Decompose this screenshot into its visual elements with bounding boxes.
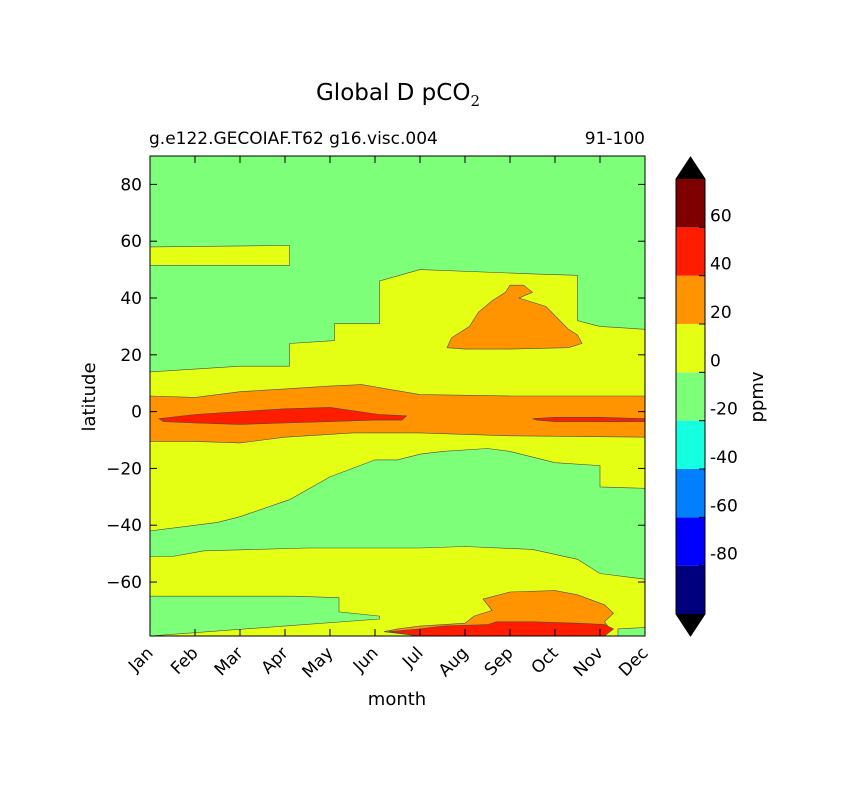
region-nh-60N xyxy=(149,245,290,266)
colorbar-outline xyxy=(675,156,706,637)
colorbar-tick-label: 60 xyxy=(710,206,732,226)
colorbar-segment xyxy=(676,372,705,421)
x-axis-label: month xyxy=(368,689,426,710)
colorbar-segment xyxy=(676,469,705,518)
subtitle-left: g.e122.GECOIAF.T62 g16.visc.004 xyxy=(149,129,438,149)
y-tick-label: 80 xyxy=(120,175,142,195)
colorbar-extend-low xyxy=(676,614,705,636)
y-tick-label: 40 xyxy=(120,289,142,309)
region-eq-core-east xyxy=(532,416,646,422)
colorbar-tick-label: -40 xyxy=(710,448,738,468)
colorbar-tick-label: 40 xyxy=(710,255,732,275)
colorbar-segment xyxy=(676,565,705,614)
x-tick-label: Jul xyxy=(398,643,427,672)
x-tick-label: Aug xyxy=(435,643,473,681)
x-tick-label: Jan xyxy=(124,643,157,676)
x-tick-label: Feb xyxy=(167,643,202,678)
colorbar-segment xyxy=(676,179,705,228)
x-tick-label: Dec xyxy=(615,643,652,680)
colorbar-tick-label: 0 xyxy=(710,351,721,371)
y-tick-label: 60 xyxy=(120,232,142,252)
y-tick-label: 20 xyxy=(120,346,142,366)
contour-plot xyxy=(149,156,646,637)
subtitle-right: 91-100 xyxy=(585,129,645,149)
x-tick-label: Mar xyxy=(211,643,248,680)
region-sh-low xyxy=(149,595,380,637)
chart-title: Global D pCO2 xyxy=(316,80,480,110)
x-tick-label: May xyxy=(299,643,338,682)
colorbar-tick-label: -20 xyxy=(710,400,738,420)
y-tick-label: −40 xyxy=(106,516,142,536)
x-tick-label: Nov xyxy=(570,643,608,681)
x-tick-label: Jun xyxy=(349,643,383,677)
region-sh-bottom xyxy=(617,627,646,637)
colorbar-segment xyxy=(676,420,705,469)
colorbar-segment xyxy=(676,275,705,324)
y-tick-label: 0 xyxy=(131,403,142,423)
colorbar-label: ppmv xyxy=(747,371,768,422)
region-nh-blob xyxy=(446,284,583,350)
colorbar-segment xyxy=(676,517,705,566)
region-eq-core-west xyxy=(158,407,408,425)
y-axis-label: latitude xyxy=(79,362,100,431)
x-tick-label: Apr xyxy=(258,643,293,678)
colorbar-segment xyxy=(676,227,705,276)
y-tick-label: −60 xyxy=(106,573,142,593)
colorbar-tick-label: -60 xyxy=(710,496,738,516)
colorbar: 60 40 20 0 -20 -40 -60 -80 xyxy=(675,156,738,637)
x-tick-label: Sep xyxy=(481,643,518,680)
colorbar-extend-high xyxy=(676,157,705,179)
y-tick-label: −20 xyxy=(106,459,142,479)
plot-frame xyxy=(149,155,646,637)
x-tick-label: Oct xyxy=(528,643,563,678)
colorbar-segment xyxy=(676,324,705,373)
colorbar-tick-label: 20 xyxy=(710,303,732,323)
colorbar-tick-label: -80 xyxy=(710,545,738,565)
